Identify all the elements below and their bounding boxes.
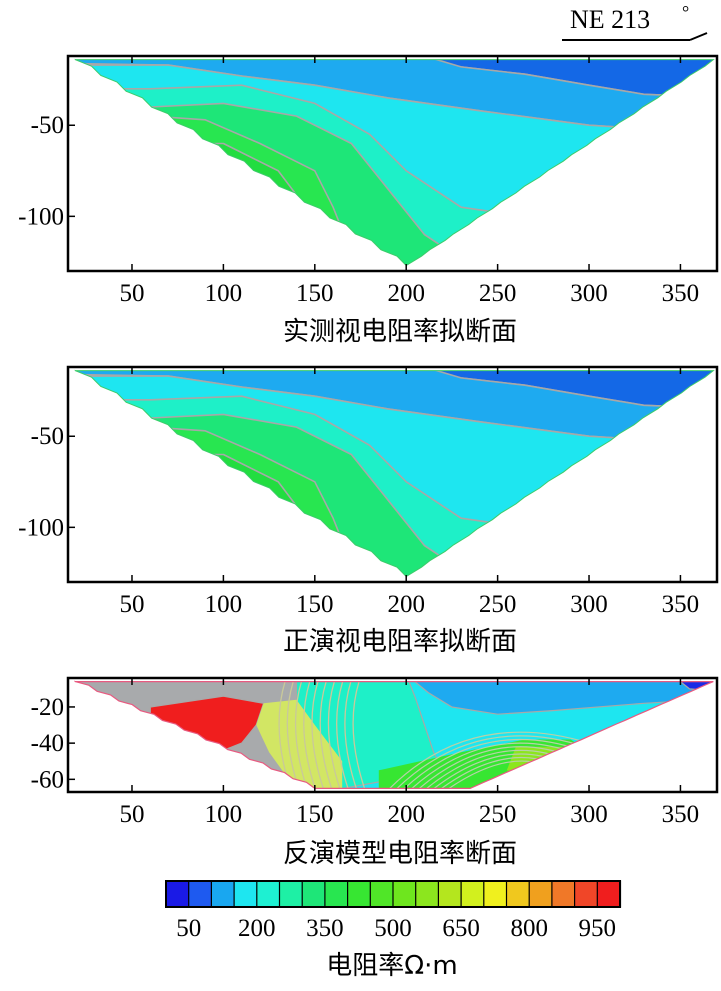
forward-y-axis: -50 -100 xyxy=(18,423,75,541)
x-tick-label: 300 xyxy=(570,801,608,828)
colorbar-swatch xyxy=(416,881,439,907)
x-tick-label: 50 xyxy=(119,280,144,307)
x-tick-label: 200 xyxy=(387,591,425,618)
colorbar-swatch xyxy=(575,881,598,907)
colorbar-swatch xyxy=(438,881,461,907)
forward-caption: 正演视电阻率拟断面 xyxy=(283,627,517,657)
colorbar-swatch xyxy=(370,881,393,907)
y-tick-label: -40 xyxy=(31,730,64,757)
colorbar-swatch xyxy=(393,881,416,907)
panel-inversion: 50 100 150 200 250 300 350 -20 -40 -60 反演模型电阻率断面 xyxy=(31,671,721,869)
colorbar-swatch xyxy=(325,881,348,907)
x-tick-label: 100 xyxy=(205,280,243,307)
y-tick-label: -50 xyxy=(31,112,64,139)
colorbar-swatch xyxy=(257,881,280,907)
colorbar-swatch xyxy=(348,881,371,907)
x-tick-label: 250 xyxy=(479,801,517,828)
x-tick-label: 150 xyxy=(296,591,334,618)
direction-indicator: NE 213 ° xyxy=(562,2,707,40)
colorbar-tick-label: 950 xyxy=(579,915,617,942)
colorbar-swatch xyxy=(302,881,325,907)
x-tick-label: 100 xyxy=(205,591,243,618)
x-tick-label: 100 xyxy=(205,801,243,828)
x-tick-label: 200 xyxy=(387,801,425,828)
direction-arrow-head xyxy=(690,33,707,40)
x-tick-label: 50 xyxy=(119,591,144,618)
colorbar-label: 电阻率Ω·m xyxy=(326,951,457,981)
colorbar-swatch xyxy=(597,881,620,907)
panel-measured: 50 100 150 200 250 300 350 -50 -100 实测视电阻率拟断面 xyxy=(18,52,721,347)
inversion-caption: 反演模型电阻率断面 xyxy=(283,839,517,869)
colorbar-swatch xyxy=(552,881,575,907)
x-tick-label: 350 xyxy=(662,591,700,618)
colorbar-tick-label: 500 xyxy=(374,915,412,942)
direction-degree: ° xyxy=(682,2,689,22)
colorbar-tick-label: 200 xyxy=(238,915,276,942)
x-tick-label: 200 xyxy=(387,280,425,307)
colorbar-swatch xyxy=(507,881,530,907)
x-tick-label: 50 xyxy=(119,801,144,828)
panel-forward: 50 100 150 200 250 300 350 -50 -100 正演视电阻率拟断面 xyxy=(18,363,721,657)
measured-caption: 实测视电阻率拟断面 xyxy=(283,317,517,347)
measured-y-axis: -50 -100 xyxy=(18,112,75,230)
colorbar-swatch xyxy=(461,881,484,907)
colorbar-tick-label: 800 xyxy=(510,915,548,942)
direction-label: NE 213 xyxy=(570,5,650,34)
colorbar-swatch xyxy=(234,881,257,907)
x-tick-label: 150 xyxy=(296,801,334,828)
colorbar-tick-label: 350 xyxy=(306,915,344,942)
colorbar-tick-label: 50 xyxy=(176,915,201,942)
colorbar: 50 200 350 500 650 800 950 电阻率Ω·m xyxy=(166,881,621,981)
x-tick-label: 150 xyxy=(296,280,334,307)
y-tick-label: -100 xyxy=(18,514,64,541)
colorbar-swatch xyxy=(280,881,303,907)
x-tick-label: 250 xyxy=(479,280,517,307)
x-tick-label: 300 xyxy=(570,280,608,307)
colorbar-swatch xyxy=(529,881,552,907)
x-tick-label: 300 xyxy=(570,591,608,618)
x-tick-label: 350 xyxy=(662,280,700,307)
colorbar-swatch xyxy=(189,881,212,907)
x-tick-label: 250 xyxy=(479,591,517,618)
y-tick-label: -60 xyxy=(31,766,64,793)
colorbar-swatch xyxy=(166,881,189,907)
colorbar-swatch xyxy=(484,881,507,907)
inversion-section-fill xyxy=(59,671,721,816)
colorbar-swatch xyxy=(211,881,234,907)
y-tick-label: -50 xyxy=(31,423,64,450)
y-tick-label: -100 xyxy=(18,203,64,230)
x-tick-label: 350 xyxy=(662,801,700,828)
colorbar-tick-label: 650 xyxy=(442,915,480,942)
y-tick-label: -20 xyxy=(31,694,64,721)
